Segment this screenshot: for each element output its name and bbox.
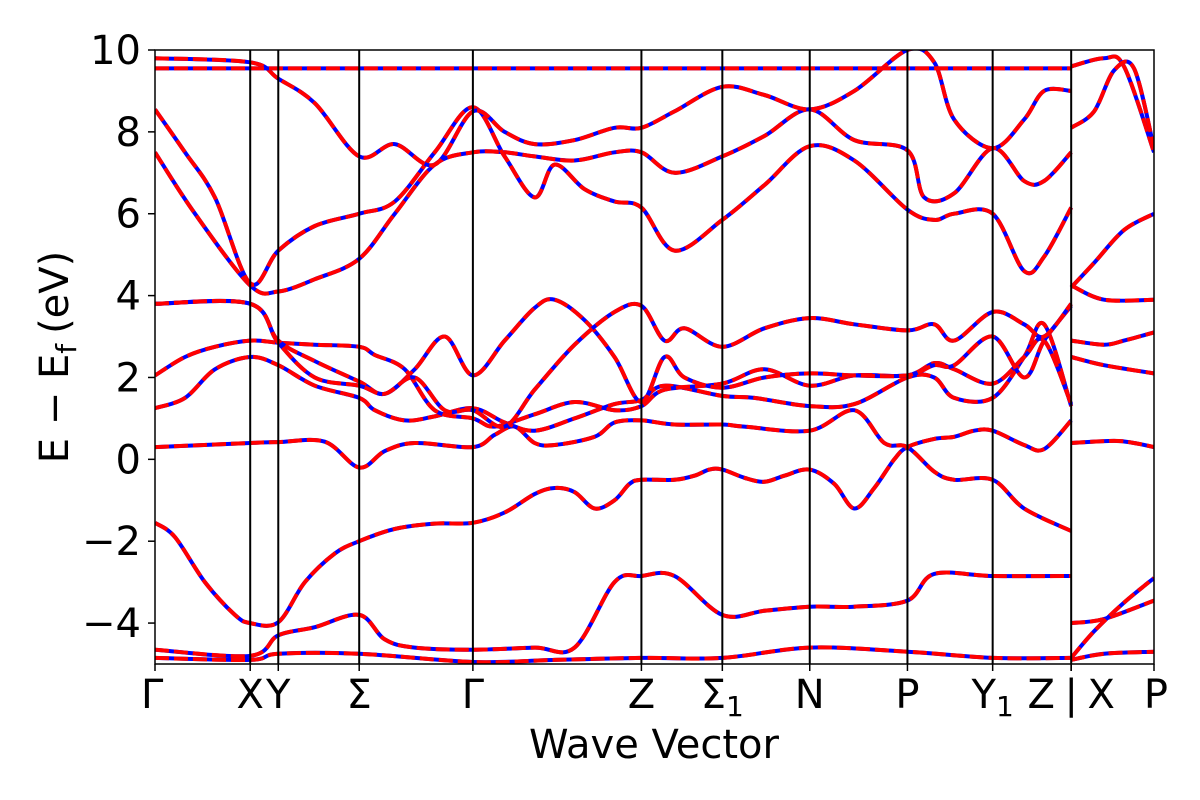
- band-17-dashed: [1070, 54, 1154, 153]
- band-12-solid: [1069, 211, 1154, 289]
- band-0-solid: [155, 419, 1073, 628]
- band-1-dashed: [155, 408, 1073, 533]
- x-tick-label-8: P: [895, 672, 919, 718]
- x-tick-label-0: Γ: [141, 672, 164, 718]
- plot-frame: [154, 49, 1155, 665]
- band-15-dashed: [1070, 355, 1154, 376]
- x-tick-label-12: X: [1087, 672, 1114, 718]
- band-21-dashed: [1070, 649, 1154, 662]
- y-axis-label-unit: (eV): [32, 251, 78, 334]
- x-tick-label-13: P: [1144, 672, 1168, 718]
- band-6-dashed: [155, 107, 1073, 296]
- band-18-dashed: [1070, 59, 1154, 149]
- band-0-dashed: [155, 419, 1073, 628]
- x-tick-label-6: Σ1: [701, 672, 744, 723]
- band-13-solid: [1070, 283, 1154, 303]
- band-8-solid: [155, 50, 1072, 168]
- x-tick-label-1: X: [237, 672, 264, 718]
- band-2-solid: [155, 320, 1074, 433]
- x-tick-label-10: Z: [1027, 672, 1054, 718]
- band-3-dashed: [155, 336, 1074, 429]
- band-7-solid: [155, 105, 1073, 287]
- band-8-dashed: [155, 50, 1072, 168]
- y-tick-label-6: 8: [116, 110, 141, 156]
- x-tick-label-3: Σ: [347, 672, 372, 718]
- y-axis-ticks: −4 −2 0 2 4 6 8 10: [82, 28, 155, 647]
- x-tick-label-11: |: [1064, 672, 1077, 718]
- y-tick-label-4: 4: [116, 274, 141, 320]
- y-axis-label: E − Ef (eV): [32, 251, 83, 464]
- high-symmetry-lines: [249, 50, 1073, 664]
- x-tick-label-2: Y: [265, 672, 291, 718]
- y-tick-label-1: −2: [82, 519, 141, 565]
- x-axis-label: Wave Vector: [529, 722, 780, 768]
- y-axis-label-main: E − E: [32, 354, 78, 464]
- band-12-dashed: [1069, 211, 1154, 289]
- y-tick-label-7: 10: [90, 28, 141, 74]
- band-14-dashed: [1070, 330, 1154, 347]
- x-tick-label-4: Γ: [462, 672, 485, 718]
- band-4-dashed: [155, 297, 1073, 404]
- band-19-dashed: [1070, 598, 1154, 626]
- y-axis-label-sub: f: [50, 343, 83, 354]
- x-tick-label-9: Y1: [971, 672, 1014, 723]
- x-tick-label-7: N: [795, 672, 825, 718]
- band-13-dashed: [1070, 283, 1154, 303]
- band-7-dashed: [155, 105, 1073, 287]
- y-tick-label-2: 0: [116, 437, 141, 483]
- x-tick-label-5: Z: [628, 672, 655, 718]
- y-tick-label-5: 6: [116, 192, 141, 238]
- band-20-dashed: [1069, 576, 1154, 660]
- y-tick-label-3: 2: [116, 355, 141, 401]
- band-10-dashed: [155, 570, 1072, 659]
- y-tick-label-0: −4: [82, 601, 141, 647]
- x-axis-ticks: Γ X Y Σ Γ Z Σ1 N P Y1 Z | X P: [141, 664, 1168, 723]
- bands-layer: [155, 50, 1154, 664]
- band-16-dashed: [1071, 438, 1154, 450]
- band-11-dashed: [155, 645, 1072, 664]
